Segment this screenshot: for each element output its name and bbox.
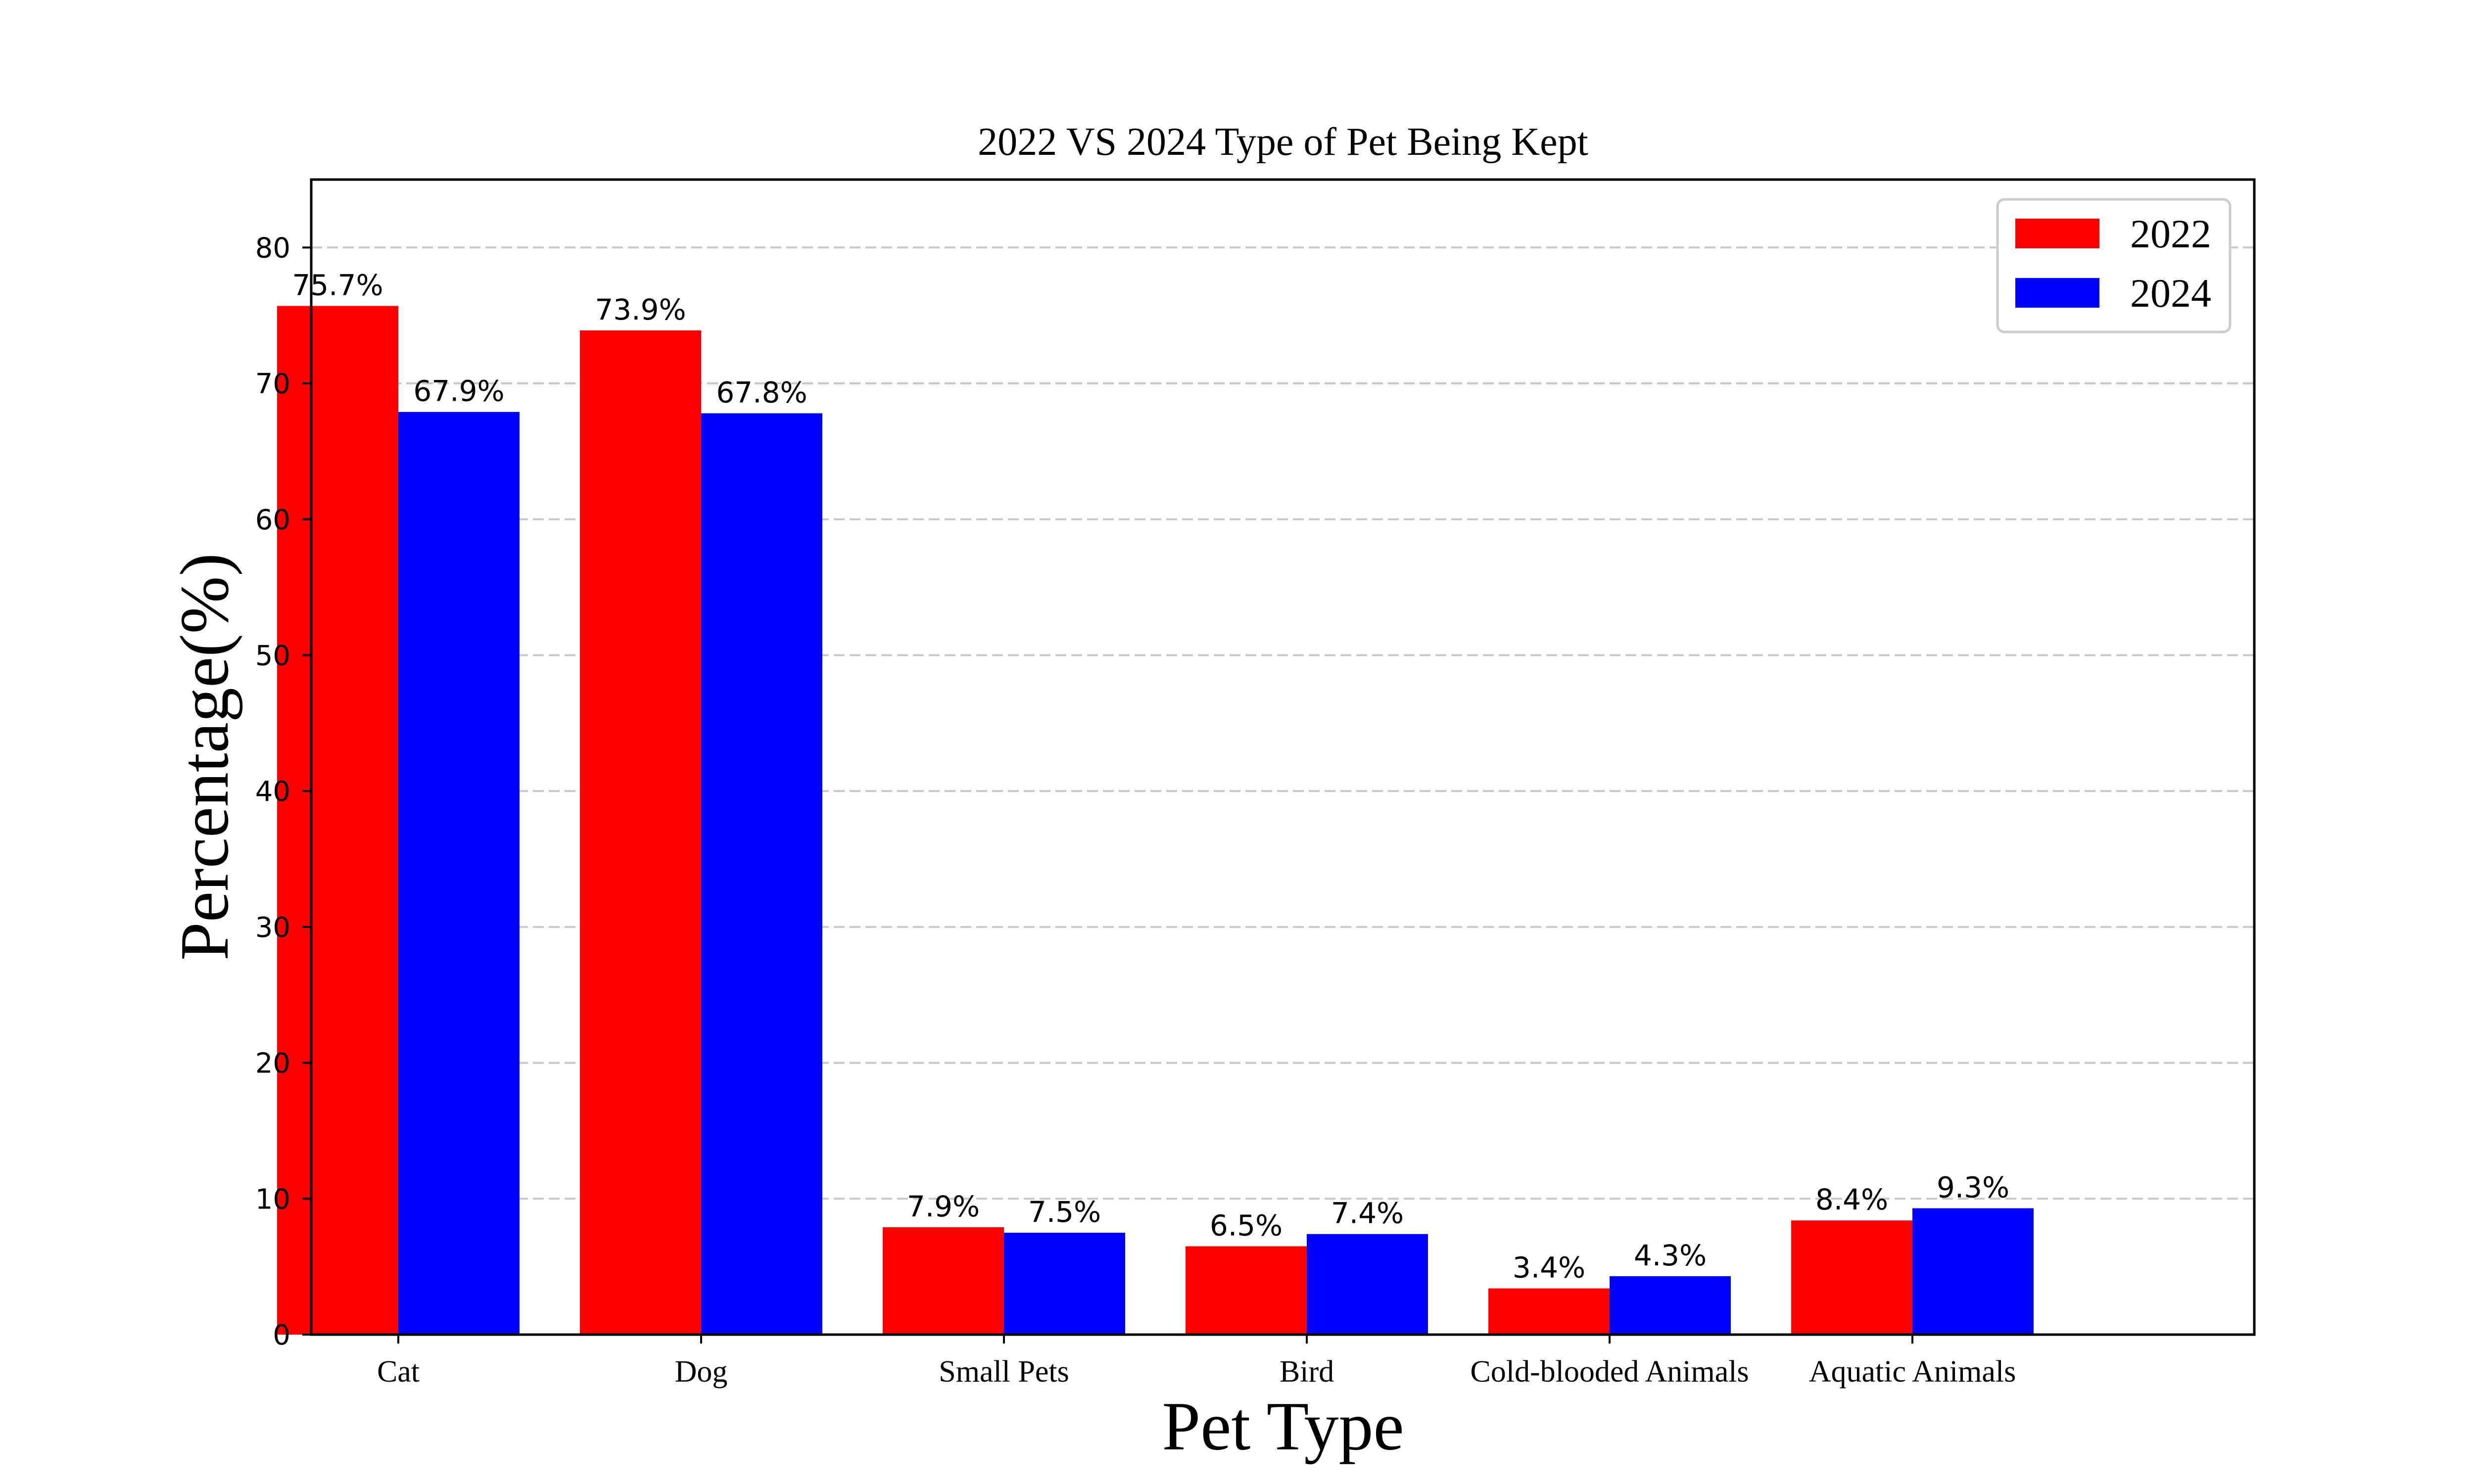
y-tick-label: 50 [255,640,290,672]
y-tick-label: 0 [273,1319,290,1351]
bar-value-label: 7.4% [1331,1197,1404,1230]
y-tick-label: 80 [255,232,290,264]
bar-value-label: 9.3% [1937,1171,2009,1205]
bar-value-label: 73.9% [595,293,686,326]
bar-value-label: 67.8% [716,375,807,409]
bar-2024-cat [398,412,520,1335]
chart-title: 2022 VS 2024 Type of Pet Being Kept [978,120,1588,164]
x-tick-label: Dog [675,1355,728,1389]
legend: 2022 2024 [1996,198,2232,333]
bar-2024-cold-blooded-animals [1610,1276,1731,1335]
bar-2024-dog [701,413,822,1335]
x-tick-label: Small Pets [939,1355,1069,1389]
y-tick-label: 40 [255,776,290,808]
x-axis-label: Pet Type [1162,1388,1404,1465]
legend-swatch-2022 [2015,219,2099,248]
y-tick-label: 60 [255,504,290,536]
legend-swatch-2024 [2015,278,2099,308]
x-tick-label: Cat [377,1355,420,1389]
bar-value-labels: 75.7% 73.9% 7.9% 6.5% 3.4% 8.4% 67.9% 67.8% 7.5%… [292,268,2009,1284]
x-tick-label: Aquatic Animals [1809,1355,2016,1389]
bars [277,306,2034,1335]
y-tick-label: 10 [255,1183,290,1215]
bar-value-label: 7.9% [907,1190,980,1223]
bar-value-label: 67.9% [413,374,504,408]
y-axis: 0 10 20 30 40 50 60 70 80 [255,232,311,1351]
bar-2024-bird [1307,1234,1428,1335]
y-tick-label: 30 [255,912,290,944]
bar-2022-cold-blooded-animals [1488,1288,1610,1335]
bar-2022-bird [1186,1246,1307,1335]
y-tick-label: 70 [255,368,290,400]
bar-2024-aquatic-animals [1912,1208,2034,1335]
bar-2022-aquatic-animals [1791,1220,1912,1335]
bar-value-label: 4.3% [1634,1239,1707,1272]
bar-value-label: 8.4% [1815,1183,1888,1216]
bar-2024-small-pets [1004,1232,1125,1335]
bar-value-label: 75.7% [292,268,383,302]
bar-2022-cat [277,306,398,1335]
plot-frame [310,178,2256,1336]
x-tick-label: Cold-blooded Animals [1470,1355,1749,1389]
legend-label-2022: 2022 [2130,211,2211,256]
bar-2022-dog [580,330,701,1335]
bar-value-label: 3.4% [1513,1251,1585,1285]
y-axis-label: Percentage(%) [166,553,243,961]
bar-value-label: 6.5% [1210,1208,1283,1242]
y-tick-label: 20 [255,1048,290,1080]
bar-value-label: 7.5% [1028,1195,1101,1229]
legend-label-2024: 2024 [2130,271,2211,316]
x-axis: Cat Dog Small Pets Bird Cold-blooded Animals… [377,1335,2016,1389]
bar-2022-small-pets [883,1227,1004,1335]
x-tick-label: Bird [1280,1355,1334,1389]
